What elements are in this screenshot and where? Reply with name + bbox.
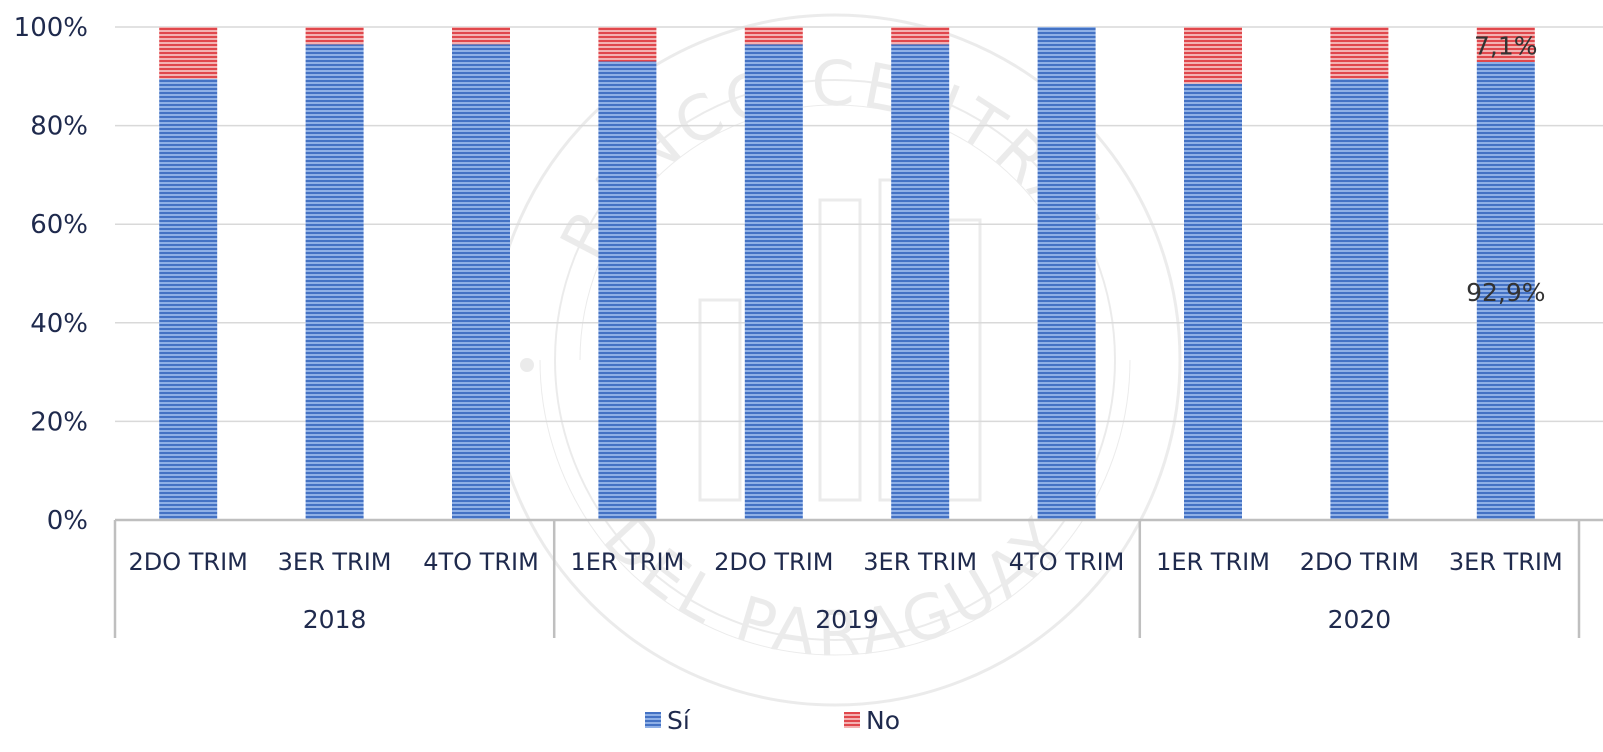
bar-segment-no — [891, 27, 950, 45]
x-tick-label: 3ER TRIM — [278, 548, 392, 576]
y-tick-label: 100% — [14, 13, 88, 43]
x-tick-label: 2DO TRIM — [1300, 548, 1419, 576]
bar-segment-si — [1184, 83, 1242, 520]
x-tick-label: 3ER TRIM — [863, 548, 977, 576]
bar-segment-si — [744, 44, 803, 520]
data-label: 92,9% — [1466, 278, 1545, 307]
legend-swatch-si — [645, 712, 661, 728]
x-tick-label: 4TO TRIM — [423, 548, 539, 576]
bar-segment-si — [159, 78, 218, 520]
x-group-label: 2018 — [303, 605, 367, 634]
legend-swatch-no — [844, 712, 860, 728]
x-tick-label: 4TO TRIM — [1009, 548, 1125, 576]
legend-label: No — [866, 706, 900, 735]
legend: Sí No — [645, 706, 900, 735]
y-axis: 0% 20% 40% 60% 80% 100% — [14, 13, 88, 536]
bar-segment-si — [891, 44, 950, 520]
x-tick-label: 1ER TRIM — [1156, 548, 1270, 576]
bar-segment-si — [1476, 62, 1535, 521]
bar-segment-si — [305, 44, 364, 520]
y-tick-label: 40% — [30, 309, 88, 339]
x-tick-label: 3ER TRIM — [1449, 548, 1563, 576]
bar-segment-no — [1476, 27, 1535, 63]
data-label: 7,1% — [1474, 32, 1538, 61]
x-tick-label: 1ER TRIM — [570, 548, 684, 576]
bar-segment-si — [1330, 78, 1389, 520]
bars — [159, 27, 1535, 521]
y-tick-label: 0% — [47, 506, 88, 536]
bar-segment-no — [305, 27, 364, 45]
bar-segment-no — [744, 27, 803, 45]
x-tick-label: 2DO TRIM — [714, 548, 833, 576]
y-tick-label: 20% — [30, 407, 88, 437]
bar-segment-no — [452, 27, 510, 45]
watermark-bottom-text: DEL PARAGUAY — [589, 501, 1080, 670]
y-tick-label: 60% — [30, 210, 88, 240]
x-tick-label: 2DO TRIM — [129, 548, 248, 576]
y-tick-label: 80% — [30, 112, 88, 142]
bar-segment-no — [159, 27, 218, 79]
x-axis: 2DO TRIM 3ER TRIM 4TO TRIM 2018 1ER TRIM 2DO … — [113, 518, 1603, 638]
bar-segment-si — [452, 44, 510, 520]
data-labels: 7,1% 92,9% — [1466, 32, 1545, 307]
bar-segment-si — [598, 61, 657, 520]
legend-label: Sí — [667, 706, 691, 735]
bar-segment-no — [1184, 27, 1242, 84]
x-group-label: 2019 — [815, 605, 879, 634]
x-group-label: 2020 — [1328, 605, 1392, 634]
bar-segment-si — [1037, 27, 1096, 520]
bar-segment-no — [598, 27, 657, 62]
bar-segment-no — [1330, 27, 1389, 79]
